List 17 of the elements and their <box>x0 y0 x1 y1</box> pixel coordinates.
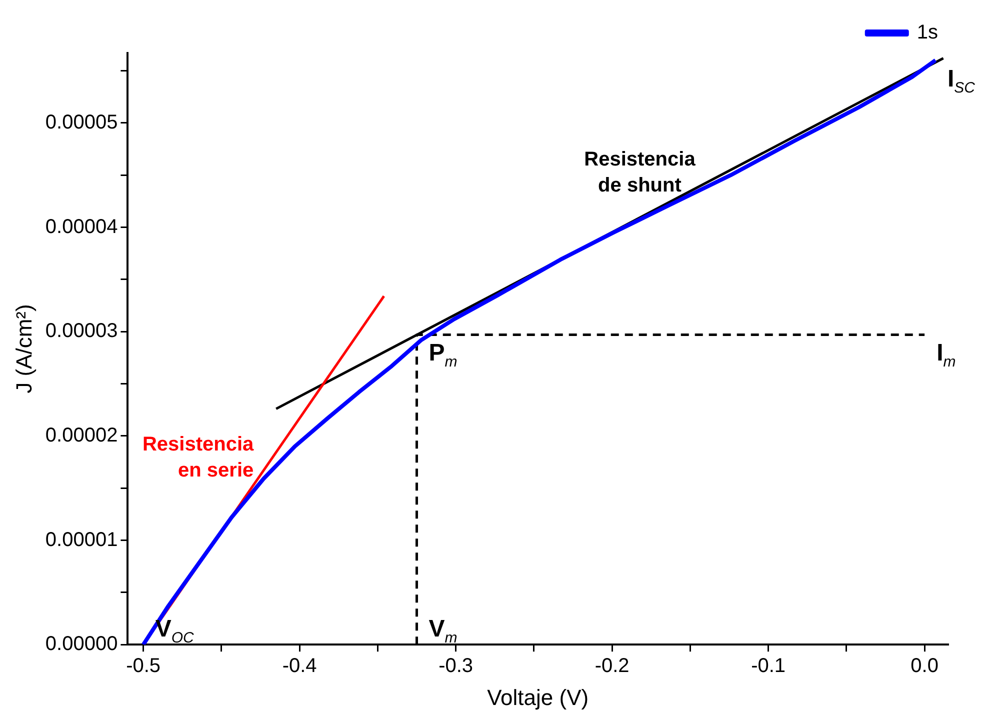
x-tick-label: -0.2 <box>594 655 630 678</box>
y-tick-label: 0.00001 <box>45 528 118 551</box>
x-tick-label: -0.1 <box>751 655 786 678</box>
y-tick-label: 0.00005 <box>45 111 118 134</box>
x-tick-label: -0.5 <box>126 655 161 678</box>
x-tick-label: -0.3 <box>438 655 474 678</box>
y-tick-label: 0.00004 <box>45 216 118 238</box>
y-axis-title: J (A/cm²) <box>11 304 36 394</box>
y-tick-label: 0.00002 <box>45 424 118 446</box>
legend-label: 1s <box>916 22 938 44</box>
y-tick-label: 0.00000 <box>45 633 118 656</box>
series-label: Resistencia en serie <box>142 433 255 482</box>
x-tick-label: 0.0 <box>910 655 938 678</box>
x-axis-title: Voltaje (V) <box>487 684 589 710</box>
series-label: Resistencia de shunt <box>584 148 696 197</box>
y-tick-label: 0.00003 <box>45 320 118 342</box>
x-tick-label: -0.4 <box>282 655 317 678</box>
